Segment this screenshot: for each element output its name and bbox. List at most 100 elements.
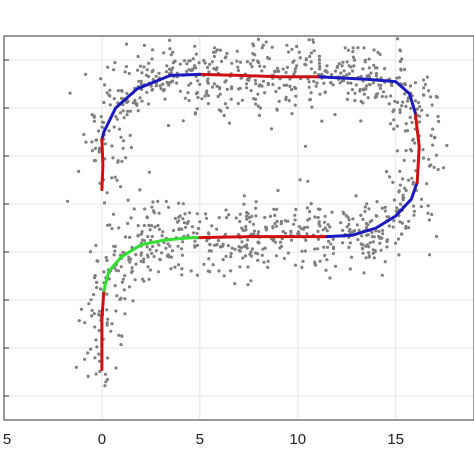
scatter-point xyxy=(187,68,191,72)
scatter-point xyxy=(313,247,317,251)
scatter-point xyxy=(271,82,275,86)
scatter-point xyxy=(362,92,366,96)
scatter-point xyxy=(251,247,255,251)
scatter-point xyxy=(260,84,264,88)
path-segment-blue xyxy=(325,180,419,239)
scatter-point xyxy=(391,180,395,184)
scatter-point xyxy=(407,226,411,230)
scatter-point xyxy=(254,82,258,86)
scatter-point xyxy=(97,147,101,152)
scatter-point xyxy=(170,79,174,83)
scatter-point xyxy=(370,219,374,223)
scatter-point xyxy=(182,59,187,63)
scatter-point xyxy=(418,105,422,109)
scatter-point xyxy=(330,210,334,214)
scatter-point xyxy=(173,216,178,221)
scatter-point xyxy=(200,97,204,101)
scatter-point xyxy=(296,232,300,236)
scatter-point xyxy=(142,257,146,261)
scatter-point xyxy=(320,72,324,76)
scatter-point xyxy=(392,198,396,202)
scatter-point xyxy=(93,356,97,360)
scatter-point xyxy=(367,245,371,249)
scatter-point xyxy=(429,134,433,138)
scatter-point xyxy=(398,183,402,187)
scatter-point xyxy=(419,197,424,201)
scatter-point xyxy=(295,64,299,68)
scatter-point xyxy=(189,81,193,85)
scatter-point xyxy=(383,260,387,264)
scatter-point xyxy=(177,227,181,232)
scatter-point xyxy=(119,185,123,189)
scatter-point xyxy=(333,113,337,117)
scatter-point xyxy=(116,89,120,93)
scatter-point xyxy=(269,127,274,131)
scatter-point xyxy=(177,263,181,267)
scatter-point xyxy=(384,95,388,99)
scatter-point xyxy=(366,96,370,100)
scatter-point xyxy=(258,64,262,68)
scatter-point xyxy=(271,226,275,230)
scatter-point xyxy=(358,89,362,93)
scatter-point xyxy=(345,60,349,64)
scatter-point xyxy=(331,237,335,241)
scatter-point xyxy=(412,159,416,163)
scatter-point xyxy=(351,55,355,59)
scatter-point xyxy=(217,269,221,273)
scatter-point xyxy=(205,239,209,243)
scatter-point xyxy=(99,287,103,291)
scatter-point xyxy=(141,238,145,242)
scatter-point xyxy=(303,144,307,148)
scatter-point xyxy=(125,109,130,113)
scatter-point xyxy=(140,99,144,103)
scatter-point xyxy=(425,182,429,186)
scatter-point xyxy=(346,48,350,52)
scatter-point xyxy=(339,221,343,225)
scatter-point xyxy=(273,221,277,226)
scatter-point xyxy=(277,99,281,103)
scatter-point xyxy=(128,260,132,264)
scatter-point xyxy=(224,55,228,59)
scatter-point xyxy=(253,53,257,57)
scatter-point xyxy=(180,267,184,271)
scatter-point xyxy=(313,71,317,75)
scatter-point xyxy=(193,112,197,116)
scatter-point xyxy=(411,138,415,142)
scatter-point xyxy=(173,265,177,269)
scatter-point xyxy=(146,253,150,257)
scatter-point xyxy=(341,228,345,232)
scatter-point xyxy=(275,66,280,70)
plot-frame xyxy=(3,35,474,421)
scatter-points xyxy=(66,37,449,388)
scatter-point xyxy=(77,319,81,323)
scatter-point xyxy=(136,224,140,228)
scatter-point xyxy=(147,223,151,227)
scatter-point xyxy=(258,106,262,110)
scatter-point xyxy=(147,61,151,65)
scatter-point xyxy=(346,91,350,95)
scatter-point xyxy=(104,380,108,384)
scatter-point xyxy=(140,71,144,75)
scatter-point xyxy=(372,48,376,52)
scatter-point xyxy=(236,101,240,106)
scatter-point xyxy=(421,148,425,152)
scatter-point xyxy=(211,50,216,54)
scatter-point xyxy=(285,83,289,87)
scatter-point xyxy=(221,258,225,262)
scatter-point xyxy=(86,351,90,355)
scatter-point xyxy=(163,97,167,101)
scatter-point xyxy=(345,97,349,101)
x-tick-labels: 5 0 5 10 15 xyxy=(3,431,404,448)
scatter-point xyxy=(148,248,152,252)
scatter-point xyxy=(363,60,367,64)
scatter-point xyxy=(278,240,283,244)
scatter-point xyxy=(348,227,352,232)
scatter-point xyxy=(250,65,254,69)
scatter-point xyxy=(420,108,424,112)
scatter-point xyxy=(422,86,426,90)
scatter-point xyxy=(342,79,346,83)
scatter-point xyxy=(158,258,162,262)
scatter-point xyxy=(265,55,270,60)
scatter-point xyxy=(316,237,320,241)
scatter-point xyxy=(352,58,356,62)
